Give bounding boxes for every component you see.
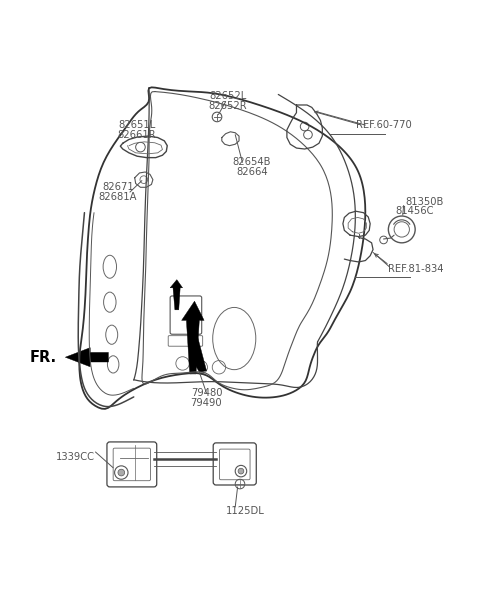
Text: 81350B: 81350B	[405, 196, 444, 207]
Text: REF.60-770: REF.60-770	[356, 120, 411, 130]
Text: 1339CC: 1339CC	[55, 452, 95, 462]
Polygon shape	[170, 280, 182, 310]
Polygon shape	[65, 348, 108, 367]
Text: 82652L: 82652L	[209, 91, 247, 102]
Polygon shape	[188, 316, 206, 372]
Text: 79480: 79480	[191, 388, 222, 398]
Text: 82654B: 82654B	[233, 157, 271, 168]
Text: 81456C: 81456C	[396, 206, 434, 216]
Text: FR.: FR.	[29, 349, 57, 365]
Text: 82681A: 82681A	[99, 192, 137, 202]
Text: 82651L: 82651L	[119, 120, 156, 130]
Text: 82652R: 82652R	[209, 101, 247, 111]
Text: 79490: 79490	[191, 398, 222, 408]
Text: 82664: 82664	[236, 167, 268, 177]
Text: 82671: 82671	[102, 182, 134, 192]
Polygon shape	[181, 301, 204, 374]
Text: 82661R: 82661R	[118, 130, 156, 140]
Text: 1125DL: 1125DL	[226, 506, 264, 516]
Circle shape	[238, 468, 244, 474]
Text: REF.81-834: REF.81-834	[388, 264, 444, 274]
Circle shape	[118, 469, 125, 476]
